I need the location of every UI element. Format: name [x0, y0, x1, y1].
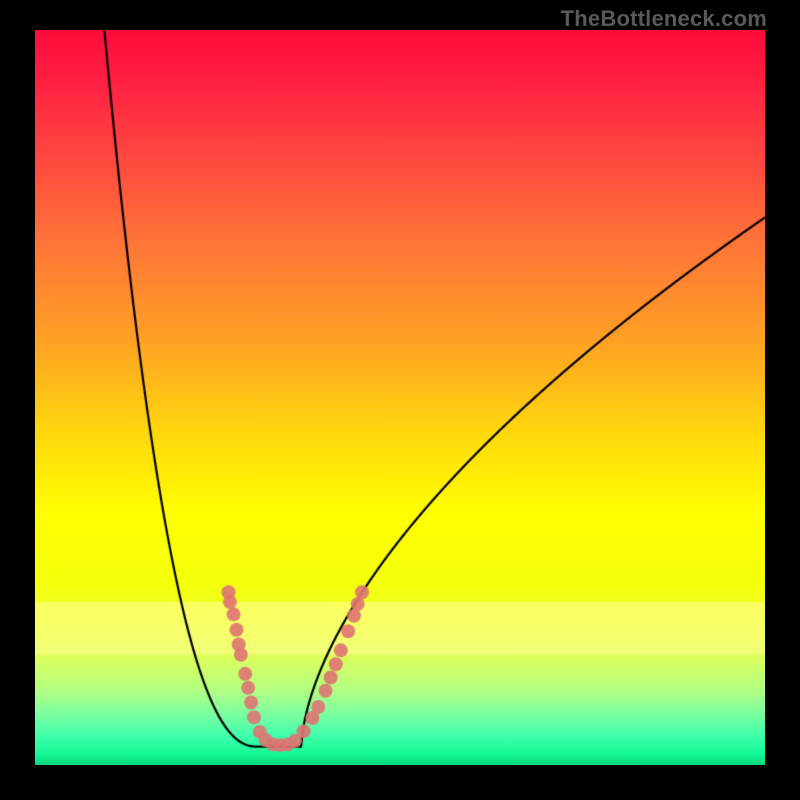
plot-area [35, 30, 765, 765]
watermark-text: TheBottleneck.com [561, 6, 767, 32]
chart-canvas [35, 30, 765, 765]
